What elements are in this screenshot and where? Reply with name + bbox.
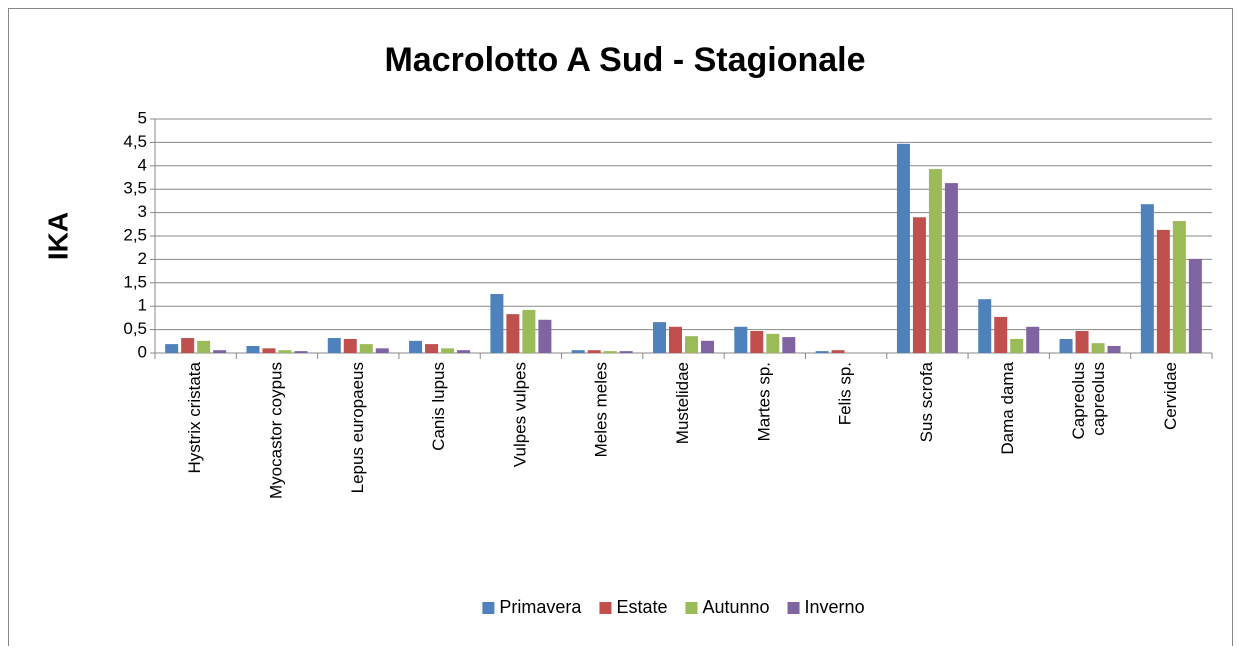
x-tick-label: Mustelidae (673, 362, 692, 444)
legend-label: Inverno (805, 597, 865, 617)
y-tick-label: 2,5 (123, 225, 147, 244)
y-tick-label: 3 (138, 202, 147, 221)
bar (1188, 258, 1202, 353)
bar (896, 143, 910, 353)
bar (1026, 326, 1040, 353)
x-tick-label: Canis lupus (429, 362, 448, 451)
bar (375, 348, 389, 353)
bar (1140, 204, 1154, 353)
x-tick-label: Meles meles (592, 362, 611, 457)
x-tick-label: Lepus europaeus (348, 362, 367, 493)
legend-item: Inverno (787, 597, 865, 617)
bar (571, 350, 585, 353)
legend-label: Estate (616, 597, 667, 617)
y-tick-label: 5 (138, 108, 147, 127)
bar (782, 337, 796, 353)
bar (978, 299, 992, 353)
bar (653, 322, 666, 353)
legend-label: Autunno (702, 597, 769, 617)
bar (734, 326, 748, 353)
x-tick-label: Martes sp. (754, 362, 773, 441)
x-tick-label: Vulpes vulpes (510, 362, 529, 467)
legend-label: Primavera (499, 597, 582, 617)
bar (603, 351, 617, 353)
bar (994, 316, 1008, 353)
legend-swatch (685, 602, 698, 614)
y-tick-label: 0,5 (123, 319, 147, 338)
bar (701, 340, 714, 353)
legend-swatch (482, 602, 495, 614)
bar (262, 348, 276, 353)
x-tick-label: Myocastor coypus (266, 362, 285, 499)
bar (766, 333, 780, 353)
legend-item: Autunno (685, 597, 770, 617)
y-tick-label: 1 (138, 296, 147, 315)
y-axis-label: IKA (42, 212, 73, 260)
x-tick-label: Cervidae (1161, 362, 1180, 430)
x-tick-label: Capreoluscapreolus (1070, 362, 1109, 440)
bar (538, 319, 552, 353)
legend-swatch (599, 602, 612, 614)
bar (750, 331, 764, 353)
bar (213, 350, 227, 353)
bar (522, 309, 536, 353)
y-tick-label: 4,5 (123, 132, 147, 151)
bar (490, 294, 504, 353)
bar (669, 326, 682, 353)
bar (1059, 338, 1073, 353)
bar (1075, 331, 1089, 353)
bar (278, 350, 292, 353)
bar (359, 344, 373, 353)
y-tick-label: 3,5 (123, 179, 147, 198)
bar (944, 183, 958, 353)
bar (409, 340, 423, 353)
x-tick-label: Hystrix cristata (185, 361, 204, 473)
bar (1091, 343, 1105, 353)
bar (912, 217, 926, 353)
bar (246, 345, 260, 353)
bar (928, 169, 942, 353)
legend-item: Estate (599, 597, 667, 617)
legend-item: Primavera (482, 597, 582, 617)
x-tick-label: Felis sp. (836, 362, 855, 425)
bar (815, 351, 829, 353)
bar (181, 338, 195, 353)
y-tick-label: 1,5 (123, 272, 147, 291)
bar (425, 344, 439, 353)
chart-title: Macrolotto A Sud - Stagionale (384, 41, 865, 79)
y-tick-label: 0 (138, 342, 147, 361)
bar (1156, 229, 1170, 353)
legend-swatch (787, 602, 800, 614)
bar (1172, 221, 1186, 353)
chart-frame (8, 8, 1233, 651)
bar (165, 344, 179, 353)
bar (1010, 338, 1024, 353)
bar (831, 350, 845, 353)
bar (457, 350, 471, 353)
y-tick-label: 2 (138, 249, 147, 268)
bar (1107, 345, 1121, 353)
bar (343, 338, 357, 353)
bar (327, 338, 341, 353)
x-tick-label: Dama dama (998, 361, 1017, 454)
bar (619, 351, 633, 353)
bar (294, 351, 308, 353)
x-tick-label: Sus scrofa (917, 361, 936, 442)
bar (685, 336, 698, 353)
y-tick-label: 4 (138, 155, 147, 174)
bar (587, 350, 601, 353)
bar (197, 340, 211, 353)
bar (506, 314, 520, 353)
bar (441, 348, 455, 353)
